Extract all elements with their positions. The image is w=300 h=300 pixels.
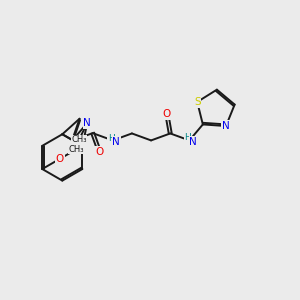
Text: CH₃: CH₃ (69, 145, 84, 154)
Text: N: N (222, 121, 230, 131)
Text: N: N (112, 137, 120, 147)
Text: H: H (108, 134, 115, 143)
Text: O: O (163, 109, 171, 119)
Text: S: S (194, 97, 200, 107)
Text: CH₃: CH₃ (71, 135, 87, 144)
Text: H: H (184, 133, 191, 142)
Text: N: N (189, 137, 197, 147)
Text: N: N (83, 118, 91, 128)
Text: O: O (95, 147, 104, 157)
Text: O: O (56, 154, 64, 164)
